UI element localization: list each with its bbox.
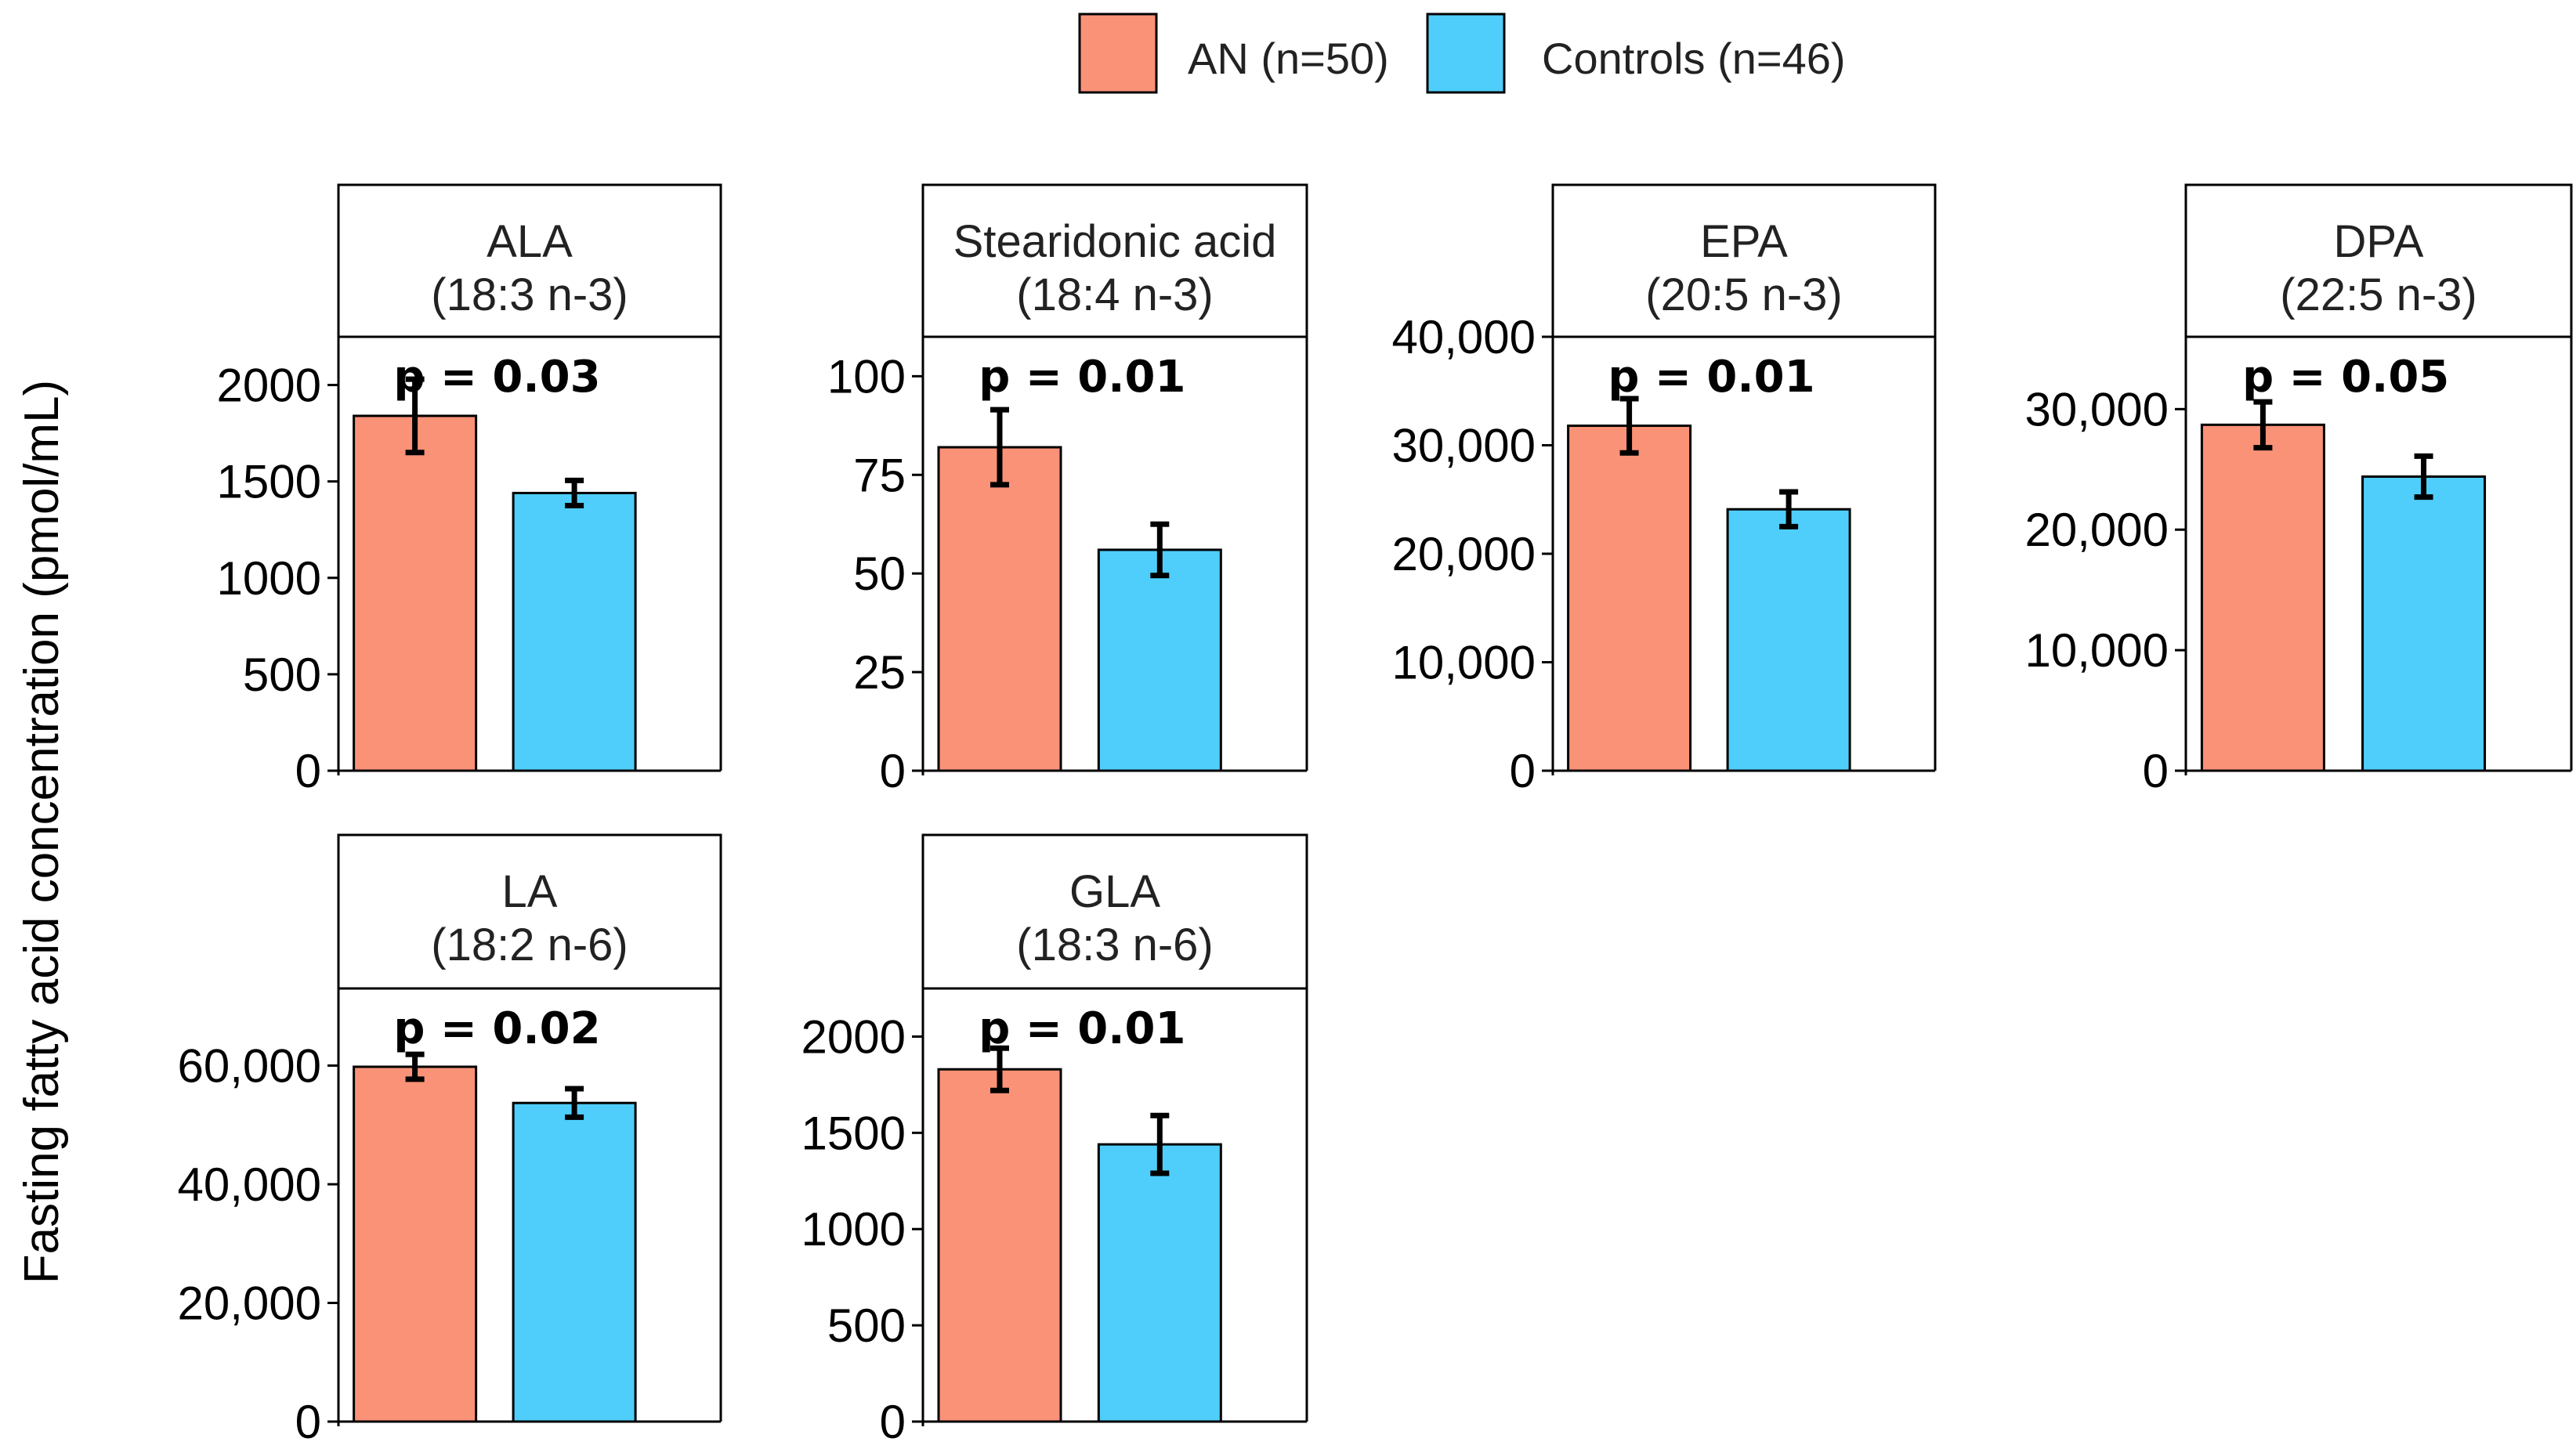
facet-strip [2184,183,2573,338]
facet-la: LA(18:2 n-6) 0 20,000 40,000 60,000 p = 0.02 [177,833,722,1448]
p-value-label: p = 0.01 [1608,352,1814,403]
bar-an [353,1065,478,1423]
y-tick-label: 50 [853,547,906,600]
facet-subtitle: (20:5 n-3) [1645,269,1842,320]
legend-swatch-controls [1426,13,1506,94]
bar-an [1567,425,1692,772]
bar-controls [2361,475,2487,772]
facet-title: GLA [1069,866,1160,917]
y-tick-label: 2000 [801,1010,906,1063]
facet-title: LA [502,866,558,917]
facet-strip [921,183,1308,338]
facet-dpa: DPA(22:5 n-3) 0 10,000 20,000 30,000 p = 0.05 [2024,183,2573,797]
bar-an [353,414,478,772]
y-tick-label: 0 [1510,745,1536,797]
facet-gla: GLA(18:3 n-6) 0 500 1000 1500 2000 p = 0.01 [801,833,1308,1448]
y-tick-label: 10,000 [2024,624,2169,677]
y-tick-label: 40,000 [1391,311,1536,363]
p-value-label: p = 0.05 [2242,352,2449,403]
facet-epa: EPA(20:5 n-3) 0 10,000 20,000 30,000 40,000 p … [1391,183,1937,797]
y-tick-label: 0 [880,745,906,797]
y-tick-label: 1000 [801,1203,906,1256]
facet-strip [337,833,722,990]
legend-label-an: AN (n=50) [1188,34,1389,83]
y-tick-label: 1500 [217,456,321,508]
y-tick-label: 75 [853,449,906,501]
facet-subtitle: (18:2 n-6) [431,920,628,970]
facet-strip [1551,183,1937,338]
y-tick-label: 25 [853,646,906,699]
y-tick-label: 60,000 [177,1039,321,1092]
legend: AN (n=50) Controls (n=46) [1078,13,1846,94]
y-tick-label: 1500 [801,1107,906,1159]
facet-subtitle: (22:5 n-3) [2280,269,2477,320]
facet-title: ALA [487,216,573,267]
y-tick-label: 20,000 [2024,504,2169,556]
y-tick-label: 30,000 [1391,420,1536,472]
facet-title: Stearidonic acid [953,216,1277,267]
y-tick-label: 30,000 [2024,383,2169,435]
bar-controls [512,1101,637,1423]
y-tick-label: 100 [827,350,906,403]
y-tick-label: 500 [243,649,321,701]
bar-an [937,446,1062,772]
legend-swatch-an [1078,13,1158,94]
y-tick-label: 0 [880,1396,906,1448]
y-axis-title: Fasting fatty acid concentration (pmol/m… [15,380,69,1284]
facet-strip [337,183,722,338]
y-tick-label: 500 [827,1299,906,1352]
facet-stearidonic-acid: Stearidonic acid(18:4 n-3) 0 25 50 75 100 p = … [827,183,1308,797]
y-tick-label: 0 [2143,745,2169,797]
facet-subtitle: (18:3 n-3) [431,269,628,320]
y-tick-label: 10,000 [1391,637,1536,689]
facet-strip [921,833,1308,990]
facet-title: DPA [2334,216,2424,267]
p-value-label: p = 0.02 [393,1003,600,1054]
bar-controls [1097,1143,1222,1423]
facet-title: EPA [1700,216,1788,267]
p-value-label: p = 0.01 [979,1003,1185,1054]
y-tick-label: 2000 [217,360,321,412]
y-tick-label: 1000 [217,552,321,605]
bar-an [2200,423,2325,772]
bar-controls [1726,508,1851,772]
legend-label-controls: Controls (n=46) [1542,34,1846,83]
bar-controls [1097,548,1222,772]
y-tick-label: 20,000 [177,1277,321,1329]
facet-subtitle: (18:4 n-3) [1016,269,1213,320]
facet-ala: ALA(18:3 n-3) 0 500 1000 1500 2000 p = 0.03 [217,183,722,797]
y-tick-label: 0 [295,1396,321,1448]
bar-an [937,1068,1062,1423]
y-tick-label: 40,000 [177,1158,321,1211]
y-tick-label: 20,000 [1391,528,1536,580]
p-value-label: p = 0.01 [979,352,1185,403]
p-value-label: p = 0.03 [393,352,600,403]
y-tick-label: 0 [295,745,321,797]
bar-controls [512,491,637,772]
facet-subtitle: (18:3 n-6) [1016,920,1213,970]
